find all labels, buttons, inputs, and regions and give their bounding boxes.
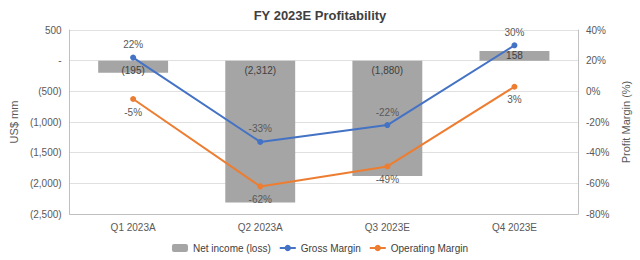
- svg-text:(2,500): (2,500): [30, 209, 62, 220]
- svg-text:-: -: [58, 55, 61, 66]
- svg-text:(1,880): (1,880): [372, 65, 404, 76]
- svg-text:Profit Margin (%): Profit Margin (%): [620, 81, 632, 164]
- svg-text:20%: 20%: [586, 55, 606, 66]
- svg-text:Q4 2023E: Q4 2023E: [492, 222, 537, 233]
- svg-text:-62%: -62%: [249, 194, 272, 205]
- svg-text:-60%: -60%: [586, 178, 609, 189]
- svg-text:-20%: -20%: [586, 117, 609, 128]
- svg-text:500: 500: [45, 25, 62, 36]
- svg-text:3%: 3%: [507, 94, 522, 105]
- svg-text:-40%: -40%: [586, 147, 609, 158]
- svg-text:Net income (loss): Net income (loss): [193, 243, 271, 254]
- svg-text:Q3 2023E: Q3 2023E: [365, 222, 410, 233]
- svg-text:-5%: -5%: [124, 107, 142, 118]
- svg-text:(195): (195): [121, 65, 144, 76]
- svg-text:30%: 30%: [504, 27, 524, 38]
- svg-text:Gross Margin: Gross Margin: [301, 243, 361, 254]
- svg-text:158: 158: [506, 50, 523, 61]
- svg-text:-22%: -22%: [376, 107, 399, 118]
- svg-text:(2,312): (2,312): [244, 65, 276, 76]
- svg-text:40%: 40%: [586, 25, 606, 36]
- svg-text:Q1 2023A: Q1 2023A: [111, 222, 156, 233]
- svg-text:(1,500): (1,500): [30, 147, 62, 158]
- svg-text:-33%: -33%: [249, 123, 272, 134]
- svg-text:Operating Margin: Operating Margin: [391, 243, 468, 254]
- svg-text:-80%: -80%: [586, 209, 609, 220]
- svg-text:FY 2023E Profitability: FY 2023E Profitability: [254, 8, 387, 23]
- svg-text:Q2 2023A: Q2 2023A: [238, 222, 283, 233]
- svg-text:0%: 0%: [586, 86, 601, 97]
- svg-text:(2,000): (2,000): [30, 178, 62, 189]
- svg-text:22%: 22%: [123, 39, 143, 50]
- svg-text:-49%: -49%: [376, 174, 399, 185]
- svg-text:(500): (500): [38, 86, 61, 97]
- svg-text:(1,000): (1,000): [30, 117, 62, 128]
- svg-text:US$ mm: US$ mm: [8, 101, 20, 144]
